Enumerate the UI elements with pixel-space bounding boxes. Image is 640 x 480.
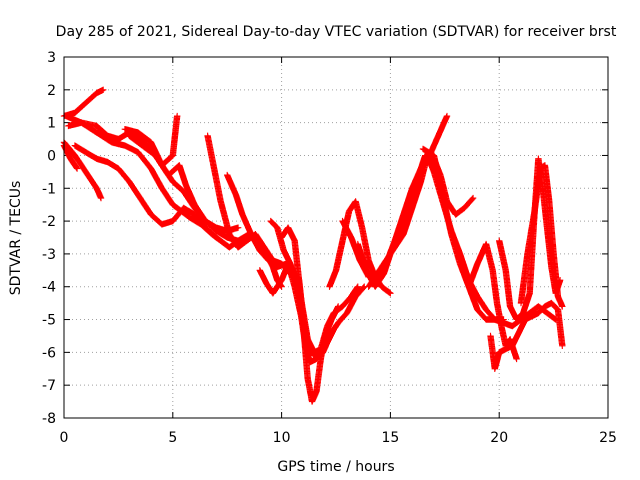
- y-axis-label: SDTVAR / TECUs: [8, 181, 24, 296]
- series-sat-s: [465, 240, 520, 363]
- data-traces: [60, 86, 566, 405]
- series-sat-o: [339, 112, 451, 281]
- trace-markers: [71, 142, 220, 241]
- trace-markers: [339, 112, 451, 281]
- x-tick-label: 20: [490, 430, 508, 446]
- series-sat-m: [278, 224, 361, 356]
- series-sat-f: [71, 142, 220, 241]
- trace-markers: [121, 112, 181, 169]
- series-sat-r: [419, 145, 559, 330]
- y-tick-label: -6: [42, 345, 56, 361]
- trace-markers: [517, 162, 566, 310]
- series-sat-t: [487, 299, 566, 372]
- y-tick-label: -4: [42, 280, 56, 296]
- x-axis-label: GPS time / hours: [277, 459, 394, 475]
- x-tick-label: 10: [273, 430, 291, 446]
- series-sat-j: [224, 171, 329, 359]
- y-tick-label: 1: [47, 116, 56, 132]
- x-tick-label: 25: [599, 430, 617, 446]
- y-tick-label: 3: [47, 50, 56, 66]
- y-tick-label: -1: [42, 181, 56, 197]
- y-tick-label: -3: [42, 247, 56, 263]
- plot-frame: [63, 56, 609, 419]
- x-tick-label: 0: [60, 430, 69, 446]
- trace-markers: [487, 299, 566, 372]
- trace-markers: [278, 224, 361, 356]
- grid-lines: [64, 57, 608, 418]
- y-tick-label: -8: [42, 411, 56, 427]
- y-tick-label: -5: [42, 313, 56, 329]
- trace-markers: [224, 171, 329, 359]
- trace-markers: [419, 145, 559, 330]
- x-tick-label: 5: [168, 430, 177, 446]
- y-tick-label: -7: [42, 378, 56, 394]
- trace-markers: [465, 240, 520, 363]
- x-tick-label: 15: [381, 430, 399, 446]
- axis-ticks: 0 5 10 15 20 25 -8 -7 -6 -5 -4 -3 -2 -1 0 1 2 3: [42, 50, 617, 446]
- y-tick-label: 0: [47, 148, 56, 164]
- series-sat-v: [517, 162, 566, 310]
- y-tick-label: -2: [42, 214, 56, 230]
- chart-title: Day 285 of 2021, Sidereal Day-to-day VTE…: [56, 24, 617, 40]
- y-tick-label: 2: [47, 83, 56, 99]
- series-sat-g: [121, 112, 181, 169]
